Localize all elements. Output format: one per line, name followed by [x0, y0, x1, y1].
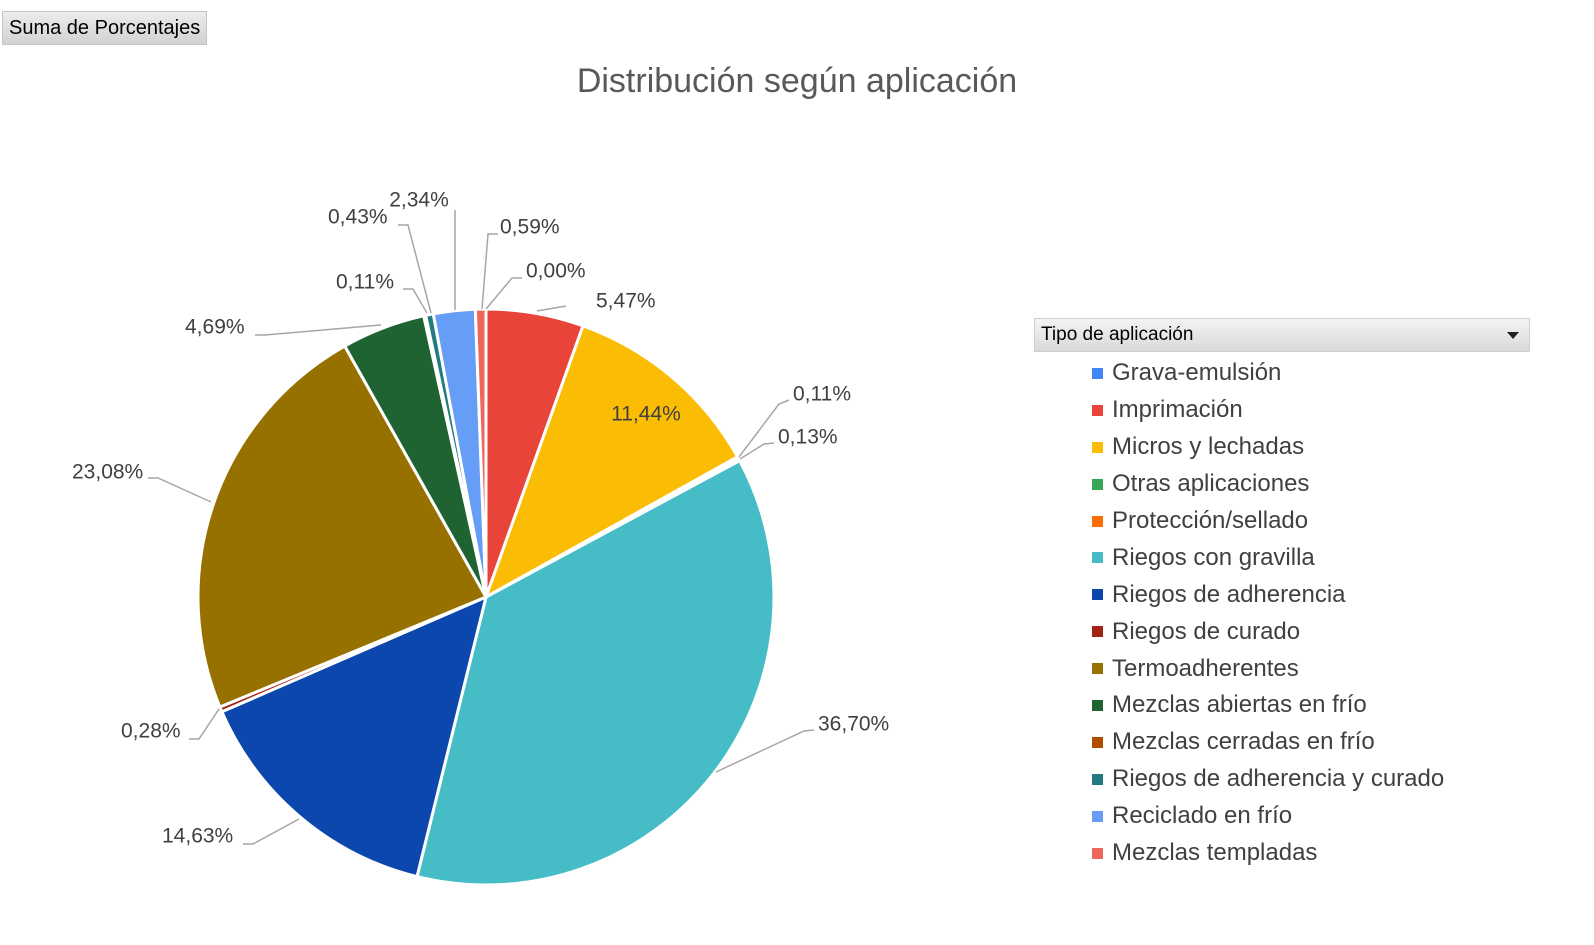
legend-label: Grava-emulsión: [1112, 359, 1282, 387]
legend-item-imprimacion: Imprimación: [1092, 392, 1530, 429]
legend-item-mezclas-abiertas-en-frio: Mezclas abiertas en frío: [1092, 687, 1530, 724]
leader-line-riegos-de-curado: [189, 708, 220, 740]
legend-title: Tipo de aplicación: [1041, 324, 1194, 345]
leader-line-riegos-de-adherencia: [243, 818, 300, 845]
legend-swatch: [1092, 773, 1103, 785]
legend-swatch: [1092, 810, 1103, 822]
data-label-riegos-de-curado: 0,28%: [121, 720, 181, 743]
legend-item-mezclas-cerradas-en-frio: Mezclas cerradas en frío: [1092, 724, 1530, 761]
pie-slice-riegos-de-adherencia: [220, 595, 488, 879]
legend-swatch: [1092, 478, 1103, 490]
legend-item-riegos-de-curado: Riegos de curado: [1092, 613, 1530, 650]
legend-label: Termoadherentes: [1112, 654, 1299, 682]
legend-swatch: [1092, 589, 1103, 601]
data-label-otras-aplicaciones: 0,11%: [793, 383, 851, 406]
leader-line-proteccion-sellado: [739, 442, 775, 460]
field-button-suma-de-porcentajes[interactable]: Suma de Porcentajes: [2, 11, 208, 45]
chevron-down-icon[interactable]: [1507, 332, 1519, 339]
pie-chart: 5,47% 11,44% 0,11% 0,13% 36,70% 14,63% 0,28% 23…: [72, 189, 889, 887]
legend: Tipo de aplicación Grava-emulsión Imprima…: [1034, 318, 1530, 871]
leader-line-grava-emulsion: [485, 277, 522, 310]
legend-swatch: [1092, 626, 1103, 638]
data-label-proteccion-sellado: 0,13%: [778, 426, 838, 449]
leader-line-riegos-de-adherencia-y-curado: [398, 224, 432, 314]
legend-swatch: [1092, 699, 1103, 711]
legend-swatch: [1092, 736, 1103, 748]
legend-swatch: [1092, 663, 1103, 675]
legend-label: Mezclas abiertas en frío: [1112, 691, 1367, 719]
legend-label: Reciclado en frío: [1112, 802, 1293, 830]
legend-swatch: [1092, 515, 1103, 527]
data-label-mezclas-templadas: 0,59%: [500, 216, 560, 239]
leader-line-riegos-con-gravilla: [715, 729, 815, 773]
legend-label: Otras aplicaciones: [1112, 470, 1310, 498]
pie-slice-termoadherentes: [196, 344, 488, 709]
leader-line-mezclas-templadas: [481, 233, 498, 310]
legend-label: Riegos de adherencia: [1112, 580, 1346, 608]
data-label-riegos-con-gravilla: 36,70%: [818, 713, 889, 736]
leader-line-otras-aplicaciones: [738, 399, 790, 458]
leader-line-mezclas-cerradas-en-frio: [403, 288, 428, 314]
data-label-grava-emulsion: 0,00%: [526, 260, 586, 283]
legend-label: Micros y lechadas: [1112, 433, 1305, 461]
leader-line-termoadherentes: [148, 477, 212, 503]
legend-item-mezclas-templadas: Mezclas templadas: [1092, 835, 1530, 872]
pie-slice-micros-y-lechadas: [484, 324, 740, 599]
leader-line-imprimacion: [536, 305, 567, 312]
data-label-micros-y-lechadas: 11,44%: [611, 403, 681, 426]
leader-line-mezclas-abiertas-en-frio: [255, 324, 382, 336]
chart-title: Distribución según aplicación: [576, 62, 1018, 100]
legend-swatch: [1092, 404, 1103, 416]
legend-label: Riegos de curado: [1112, 617, 1301, 645]
pie-slice-riegos-con-gravilla: [415, 459, 776, 887]
legend-swatch: [1092, 441, 1103, 453]
legend-swatch: [1092, 847, 1103, 859]
legend-label: Protección/sellado: [1112, 507, 1309, 534]
legend-swatch: [1092, 367, 1103, 379]
legend-label: Mezclas templadas: [1112, 839, 1318, 867]
legend-swatch: [1092, 552, 1103, 564]
legend-item-micros-y-lechadas: Micros y lechadas: [1092, 429, 1530, 466]
legend-label: Imprimación: [1112, 396, 1243, 424]
legend-filter-dropdown[interactable]: Tipo de aplicación: [1034, 318, 1530, 352]
legend-items: Grava-emulsión Imprimación Micros y lechad…: [1034, 352, 1530, 871]
legend-item-otras-aplicaciones: Otras aplicaciones: [1092, 466, 1530, 503]
pie-slice-mezclas-templadas: [473, 307, 488, 599]
data-label-reciclado-en-frio: 2,34%: [389, 189, 449, 212]
data-label-mezclas-cerradas-en-frio: 0,11%: [336, 271, 394, 294]
legend-item-riegos-con-gravilla: Riegos con gravilla: [1092, 539, 1530, 576]
legend-label: Riegos con gravilla: [1112, 543, 1315, 571]
legend-label: Mezclas cerradas en frío: [1112, 728, 1375, 756]
data-label-termoadherentes: 23,08%: [72, 461, 143, 484]
data-label-mezclas-abiertas-en-frio: 4,69%: [185, 316, 245, 339]
data-label-riegos-de-adherencia-y-curado: 0,43%: [328, 206, 388, 229]
legend-item-termoadherentes: Termoadherentes: [1092, 650, 1530, 687]
legend-label: Riegos de adherencia y curado: [1112, 765, 1445, 793]
data-label-riegos-de-adherencia: 14,63%: [162, 825, 233, 848]
legend-item-grava-emulsion: Grava-emulsión: [1092, 355, 1530, 392]
legend-item-riegos-de-adherencia: Riegos de adherencia: [1092, 576, 1530, 613]
legend-item-reciclado-en-frio: Reciclado en frío: [1092, 798, 1530, 835]
legend-item-riegos-de-adherencia-y-curado: Riegos de adherencia y curado: [1092, 761, 1530, 798]
legend-item-proteccion-sellado: Protección/sellado: [1092, 503, 1530, 540]
data-label-imprimacion: 5,47%: [596, 290, 656, 313]
